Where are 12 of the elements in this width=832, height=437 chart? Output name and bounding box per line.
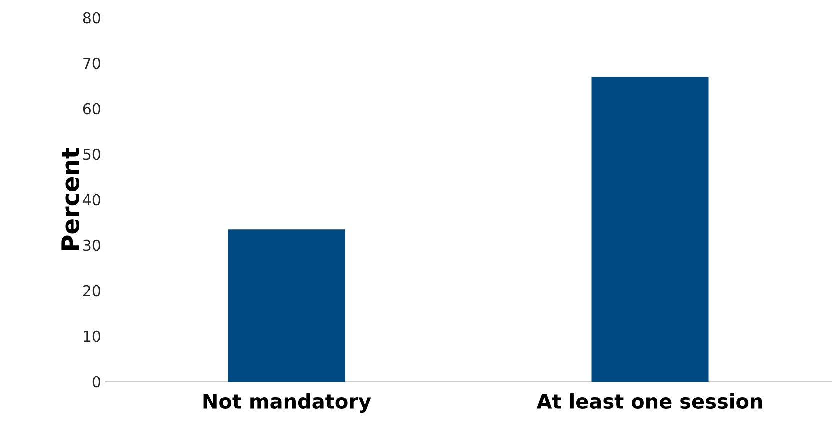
y-tick-label: 50 xyxy=(84,148,100,160)
y-tick-label: 20 xyxy=(83,285,100,297)
y-tick-label: 70 xyxy=(84,58,100,70)
y-axis-title: Percent xyxy=(62,148,80,250)
x-tick-label: Not mandatory xyxy=(204,394,372,414)
y-tick-label: 10 xyxy=(84,330,100,342)
y-tick-label: 40 xyxy=(83,194,100,206)
y-tick-label: 0 xyxy=(92,376,100,388)
y-tick-label: 30 xyxy=(84,240,100,252)
y-tick-label: 60 xyxy=(83,103,100,115)
y-tick-label: 80 xyxy=(83,12,100,24)
x-tick-label: At least one session xyxy=(536,394,762,410)
